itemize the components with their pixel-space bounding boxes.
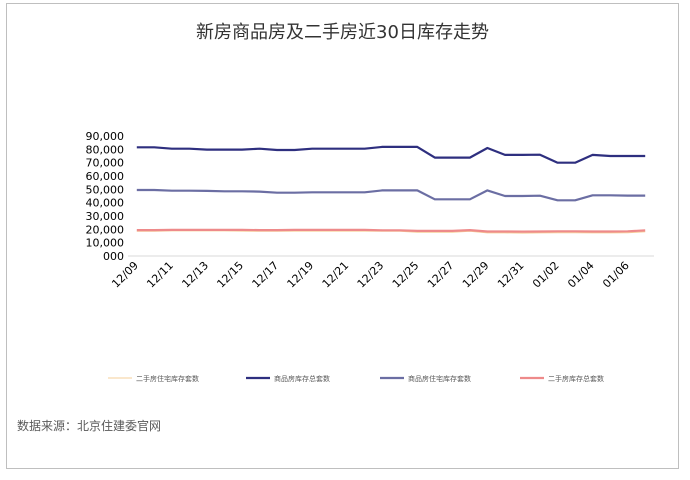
y-tick-label: 90,000	[86, 130, 125, 143]
x-tick-label: 12/09	[109, 259, 141, 291]
x-tick-label: 12/29	[460, 259, 492, 291]
chart-title: 新房商品房及二手房近30日库存走势	[196, 22, 489, 43]
x-tick-label: 12/13	[179, 259, 211, 291]
y-tick-label: 000	[103, 250, 124, 263]
y-tick-label: 10,000	[86, 237, 125, 250]
legend-label: 二手房住宅库存套数	[136, 374, 199, 383]
x-tick-label: 12/17	[250, 259, 282, 291]
series-line-2	[136, 145, 646, 164]
y-tick-label: 70,000	[86, 157, 125, 170]
legend-label: 商品房住宅库存套数	[408, 374, 471, 383]
data-source-note: 数据来源：北京住建委官网	[17, 419, 162, 433]
x-tick-label: 01/06	[600, 259, 632, 291]
y-tick-label: 50,000	[86, 183, 125, 196]
x-tick-label: 12/31	[495, 259, 527, 291]
legend-label: 二手房库存总套数	[548, 374, 604, 383]
y-tick-label: 40,000	[86, 197, 125, 210]
x-tick-label: 12/15	[214, 259, 246, 291]
x-tick-label: 12/19	[285, 259, 317, 291]
x-tick-label: 12/23	[355, 259, 387, 291]
chart-frame: 新房商品房及二手房近30日库存走势 数据来源：北京住建委官网	[6, 3, 679, 469]
y-tick-label: 30,000	[86, 210, 125, 223]
x-tick-label: 01/02	[530, 259, 562, 291]
y-tick-label: 80,000	[86, 143, 125, 156]
x-tick-label: 12/21	[320, 259, 352, 291]
y-tick-label: 20,000	[86, 223, 125, 236]
series-line-4	[136, 228, 646, 233]
x-tick-label: 12/27	[425, 259, 457, 291]
y-tick-label: 60,000	[86, 170, 125, 183]
series-line-3	[136, 188, 646, 202]
x-tick-label: 01/04	[565, 259, 597, 291]
x-tick-label: 12/11	[144, 259, 176, 291]
legend-label: 商品房库存总套数	[274, 374, 330, 383]
x-tick-label: 12/25	[390, 259, 422, 291]
